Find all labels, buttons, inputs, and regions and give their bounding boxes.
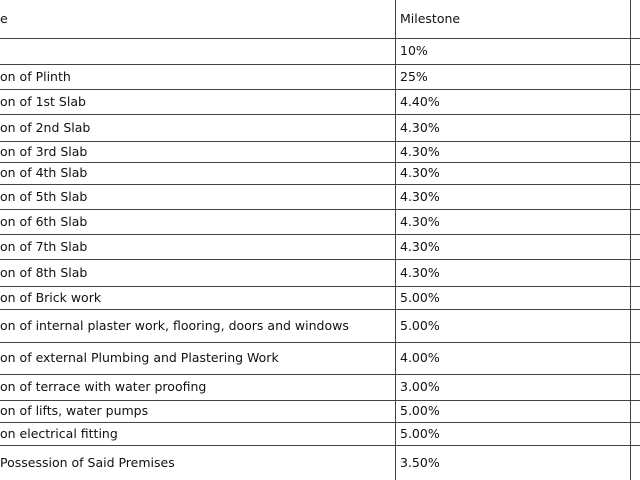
- cell-milestone: 4.30%: [400, 165, 440, 180]
- cell-description: e: [0, 11, 8, 26]
- cell-milestone: Milestone: [400, 11, 461, 26]
- cell-description: on of 8th Slab: [0, 264, 88, 280]
- cell-description: Possession of Said Premises: [0, 454, 175, 470]
- cell-description: on of Brick work: [0, 289, 102, 305]
- cell-description: on of 2nd Slab: [0, 119, 91, 135]
- cell-milestone: 4.30%: [400, 188, 440, 204]
- cell-milestone: 5.00%: [400, 317, 440, 333]
- cell-description: on electrical fitting: [0, 425, 118, 441]
- row-divider: [0, 422, 640, 423]
- row-divider: [0, 342, 640, 343]
- row-divider: [0, 445, 640, 446]
- row-divider: [0, 234, 640, 235]
- row-divider: [0, 400, 640, 401]
- cell-milestone: 4.30%: [400, 264, 440, 280]
- row-divider: [0, 64, 640, 65]
- cell-milestone: 4.30%: [400, 119, 440, 135]
- row-divider: [0, 141, 640, 142]
- row-divider: [0, 259, 640, 260]
- row-divider: [0, 374, 640, 375]
- row-divider: [0, 209, 640, 210]
- cell-description: on of external Plumbing and Plastering W…: [0, 350, 279, 365]
- cell-milestone: 4.30%: [400, 143, 440, 159]
- cell-description: on of 3rd Slab: [0, 143, 88, 159]
- row-divider: [0, 184, 640, 185]
- column-divider: [630, 0, 631, 480]
- cell-description: on of lifts, water pumps: [0, 403, 149, 418]
- cell-milestone: 3.00%: [400, 379, 440, 394]
- cell-milestone: 5.00%: [400, 425, 440, 441]
- cell-description: on of 5th Slab: [0, 188, 88, 204]
- row-divider: [0, 38, 640, 39]
- cell-milestone: 3.50%: [400, 454, 440, 470]
- cell-description: on of Plinth: [0, 68, 71, 84]
- cell-milestone: 25%: [400, 68, 428, 84]
- cell-milestone: 5.00%: [400, 403, 440, 418]
- cell-description: on of 1st Slab: [0, 93, 86, 109]
- row-divider: [0, 89, 640, 90]
- cell-milestone: 4.00%: [400, 350, 440, 365]
- cell-milestone: 10%: [400, 43, 428, 58]
- column-divider: [395, 0, 396, 480]
- row-divider: [0, 286, 640, 287]
- cell-milestone: 4.30%: [400, 238, 440, 254]
- row-divider: [0, 162, 640, 163]
- row-divider: [0, 114, 640, 115]
- cell-description: on of 6th Slab: [0, 213, 88, 229]
- cell-milestone: 5.00%: [400, 289, 440, 305]
- cell-description: on of terrace with water proofing: [0, 379, 207, 394]
- cell-milestone: 4.40%: [400, 93, 440, 109]
- cell-milestone: 4.30%: [400, 213, 440, 229]
- cell-description: on of 7th Slab: [0, 238, 88, 254]
- cell-description: on of 4th Slab: [0, 165, 88, 180]
- cell-description: on of internal plaster work, flooring, d…: [0, 317, 349, 333]
- row-divider: [0, 309, 640, 310]
